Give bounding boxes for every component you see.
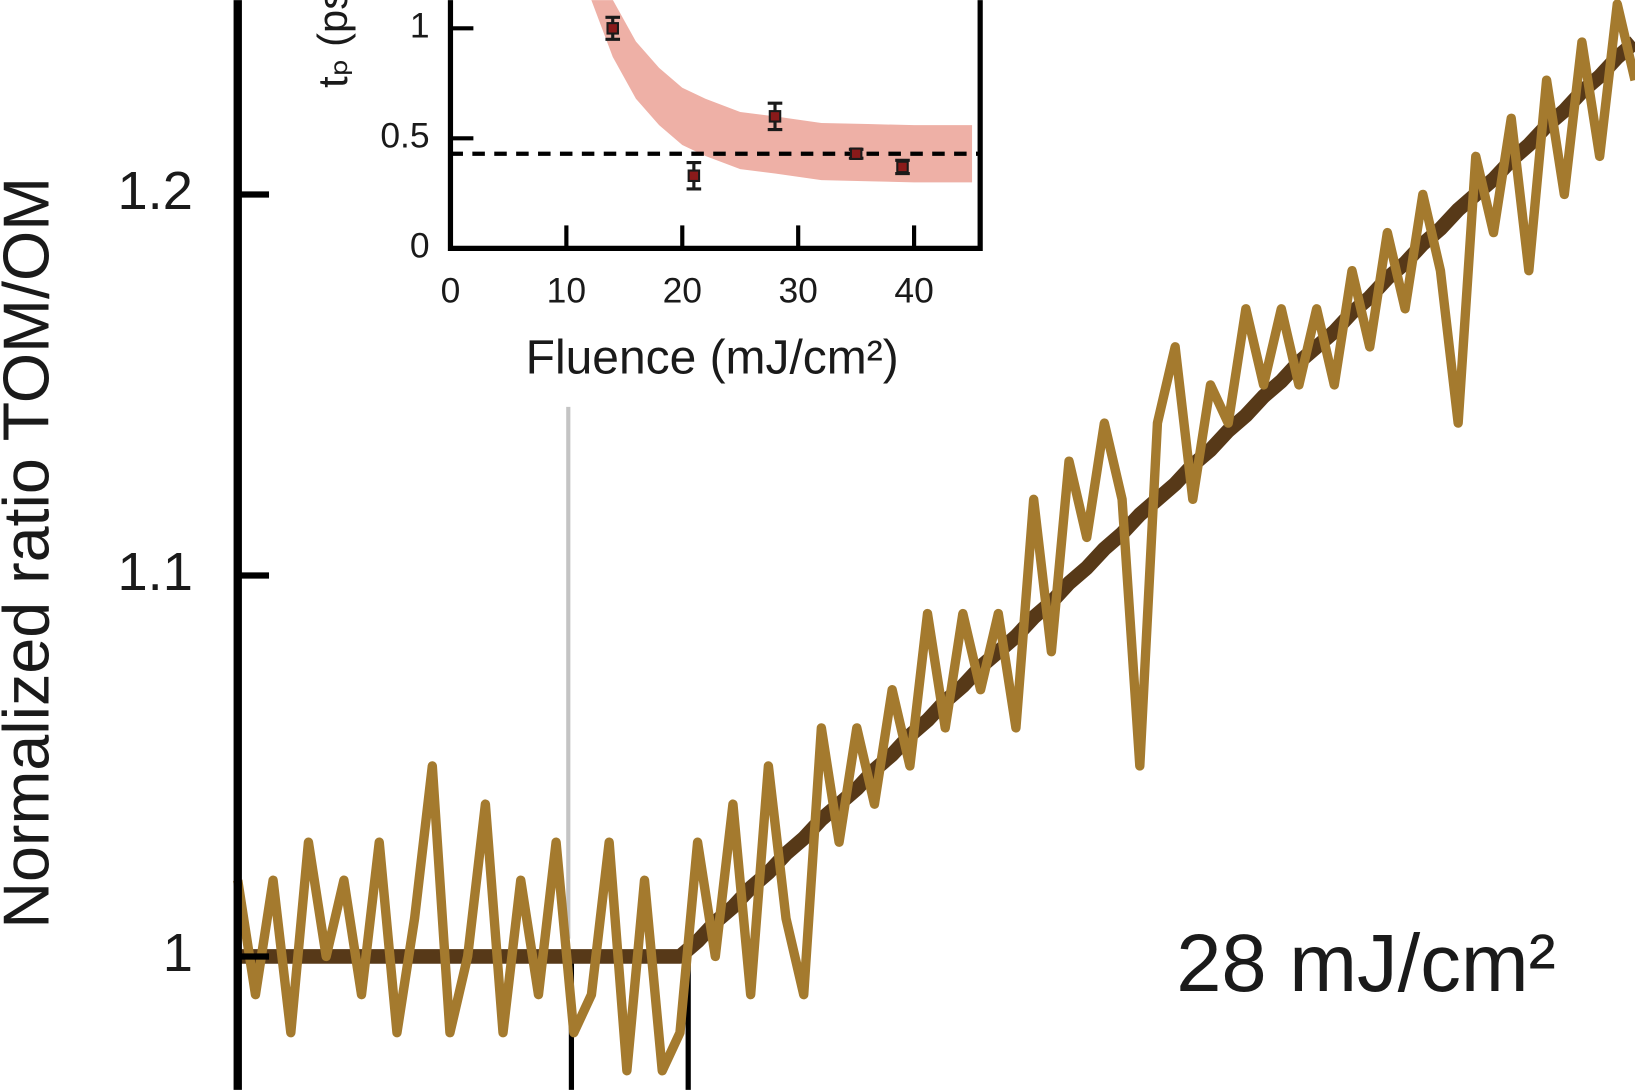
fit-band bbox=[591, 0, 973, 183]
x-tick-label: 10 bbox=[547, 271, 586, 311]
inset-plot bbox=[450, 0, 981, 191]
y-tick-label: 1 bbox=[163, 923, 193, 983]
inset-data bbox=[450, 0, 981, 191]
y-tick-label: 1.2 bbox=[118, 161, 193, 221]
x-tick-label: 40 bbox=[894, 271, 933, 311]
main-plot bbox=[233, 0, 1635, 1090]
y-tick-label: 0 bbox=[410, 226, 430, 266]
annotation: 28 mJ/cm² bbox=[1176, 918, 1556, 1009]
x-tick-label: 30 bbox=[778, 271, 817, 311]
x-tick-label: 0 bbox=[441, 271, 461, 311]
point bbox=[687, 169, 701, 182]
point bbox=[896, 160, 909, 174]
y-tick-label: 1 bbox=[410, 6, 430, 46]
x-tick-label: 20 bbox=[663, 271, 702, 311]
point bbox=[606, 22, 619, 35]
data-line bbox=[233, 0, 1635, 1076]
inset-x-label: Fluence (mJ/cm²) bbox=[526, 331, 899, 384]
y-tick-label: 0.5 bbox=[380, 116, 429, 156]
point bbox=[849, 147, 863, 160]
point bbox=[768, 110, 782, 123]
inset-axes bbox=[447, 0, 983, 251]
inset-y-label: tₚ (ps) bbox=[309, 0, 356, 88]
y-axis-label: Normalized ratio TOM/OM bbox=[0, 177, 62, 929]
y-tick-label: 1.1 bbox=[118, 542, 193, 602]
